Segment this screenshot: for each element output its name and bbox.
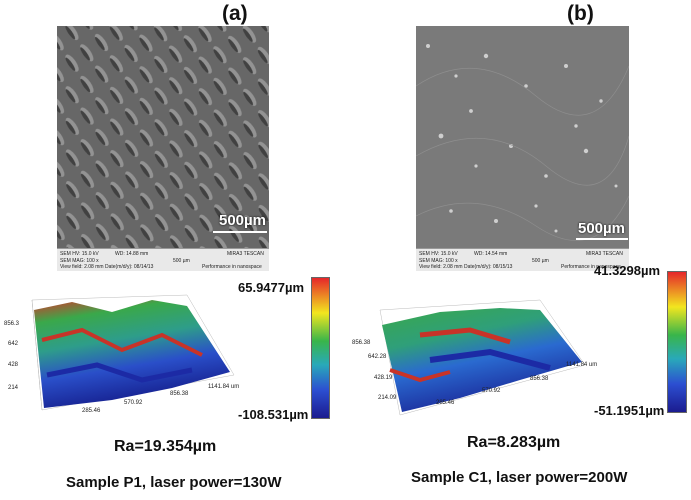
colorbar-min-a: -108.531µm	[238, 407, 309, 422]
x-tick-b-3: 856.38	[530, 376, 549, 382]
sem-bar-b: 500 µm	[532, 258, 549, 264]
sem-perf-b: Performance in nanospace	[561, 264, 621, 270]
scale-bar-line-a	[213, 231, 267, 233]
sem-brand-a: MIRA3 TESCAN	[227, 251, 264, 257]
y-tick-b-1: 856.38	[352, 340, 371, 346]
colorbar-max-b: 41.3298µm	[594, 263, 661, 278]
sem-info-bar-b: SEM HV: 15.0 kV WD: 14.54 mm SEM MAG: 10…	[416, 248, 629, 271]
sem-wd-b: WD: 14.54 mm	[474, 251, 508, 257]
sem-texture-a	[57, 26, 269, 251]
sem-bar-a: 500 µm	[173, 258, 190, 264]
sem-view-b: View field: 2.08 mm	[419, 264, 463, 270]
surface-plot-b: 856.38 642.28 428.19 214.09 285.46 570.9…	[352, 280, 600, 430]
sem-date-b: Date(m/d/y): 08/15/13	[464, 264, 513, 270]
sem-wd-a: WD: 14.88 mm	[115, 251, 149, 257]
y-tick-b-2: 642.28	[368, 354, 387, 360]
x-tick-a-3: 856.38	[170, 391, 189, 397]
x-tick-a-2: 570.92	[124, 400, 143, 406]
sem-image-a: 500µm SEM HV: 15.0 kV WD: 14.88 mm SEM M…	[57, 26, 269, 271]
panel-label-a: (a)	[222, 2, 248, 25]
scale-bar-line-b	[576, 238, 628, 240]
sem-hv-b: SEM HV: 15.0 kV	[419, 251, 458, 257]
caption-b: Sample C1, laser power=200W	[411, 469, 628, 486]
x-tick-b-4: 1141.84 um	[566, 362, 598, 368]
scale-bar-label-b: 500µm	[578, 220, 626, 237]
x-tick-a-1: 285.46	[82, 408, 101, 414]
sem-mag-b: SEM MAG: 100 x	[419, 258, 458, 264]
sem-brand-b: MIRA3 TESCAN	[586, 251, 623, 257]
y-tick-a-2: 642	[8, 341, 19, 347]
y-tick-a-3: 428	[8, 362, 19, 368]
colorbar-max-a: 65.9477µm	[238, 280, 305, 295]
surface-plot-a: 856.3 642 428 214 285.46 570.92 856.38 1…	[2, 280, 242, 430]
colorbar-min-b: -51.1951µm	[594, 403, 665, 418]
x-tick-b-1: 285.46	[436, 400, 455, 406]
sem-image-b: 500µm SEM HV: 15.0 kV WD: 14.54 mm SEM M…	[416, 26, 629, 271]
scale-bar-label-a: 500µm	[219, 212, 267, 229]
sem-mag-a: SEM MAG: 100 x	[60, 258, 99, 264]
roughness-a: Ra=19.354µm	[114, 438, 217, 455]
roughness-b: Ra=8.283µm	[467, 434, 561, 451]
surface-mesh-a	[31, 294, 235, 411]
sem-hv-a: SEM HV: 15.0 kV	[60, 251, 99, 257]
surface-mesh-b	[379, 299, 586, 416]
y-tick-a-4: 214	[8, 385, 19, 391]
sem-date-a: Date(m/d/y): 08/14/13	[105, 264, 154, 270]
y-tick-b-3: 428.19	[374, 375, 393, 381]
sem-view-a: View field: 2.08 mm	[60, 264, 104, 270]
colorbar-a	[311, 277, 330, 419]
y-tick-b-4: 214.09	[378, 395, 397, 401]
panel-label-b: (b)	[567, 2, 594, 25]
x-tick-b-2: 570.92	[482, 388, 501, 394]
x-tick-a-4: 1141.84 um	[208, 384, 240, 390]
sem-texture-b	[416, 26, 629, 251]
y-tick-a-1: 856.3	[4, 321, 20, 327]
caption-a: Sample P1, laser power=130W	[66, 474, 282, 491]
colorbar-b	[667, 271, 687, 413]
sem-info-bar-a: SEM HV: 15.0 kV WD: 14.88 mm SEM MAG: 10…	[57, 248, 269, 271]
sem-perf-a: Performance in nanospace	[202, 264, 262, 270]
